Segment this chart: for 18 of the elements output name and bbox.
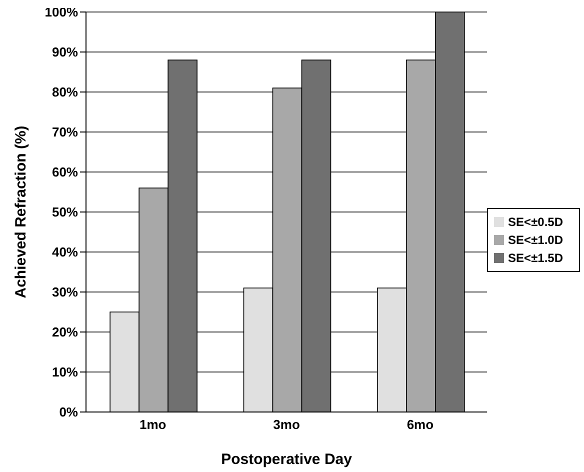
x-tick-label: 6mo — [406, 417, 434, 432]
x-tick-label: 3mo — [273, 417, 300, 432]
y-tick-label: 20% — [52, 324, 78, 340]
legend-label: SE<±1.0D — [508, 233, 563, 247]
y-tick-label: 40% — [52, 244, 78, 260]
y-tick-label: 30% — [52, 284, 78, 300]
legend-label: SE<±1.5D — [508, 251, 563, 265]
x-axis-title: Postoperative Day — [221, 451, 353, 468]
y-tick-label: 10% — [52, 364, 78, 380]
y-tick-label: 80% — [52, 84, 78, 100]
y-axis-title: Achieved Refraction (%) — [12, 126, 30, 298]
y-tick-label: 60% — [52, 164, 78, 180]
legend-label: SE<±0.5D — [508, 215, 563, 229]
x-tick-label: 1mo — [139, 417, 166, 432]
y-tick-label: 90% — [52, 44, 78, 60]
y-tick-label: 0% — [59, 404, 78, 420]
y-tick-label: 50% — [52, 204, 78, 220]
y-tick-label: 70% — [52, 124, 78, 140]
